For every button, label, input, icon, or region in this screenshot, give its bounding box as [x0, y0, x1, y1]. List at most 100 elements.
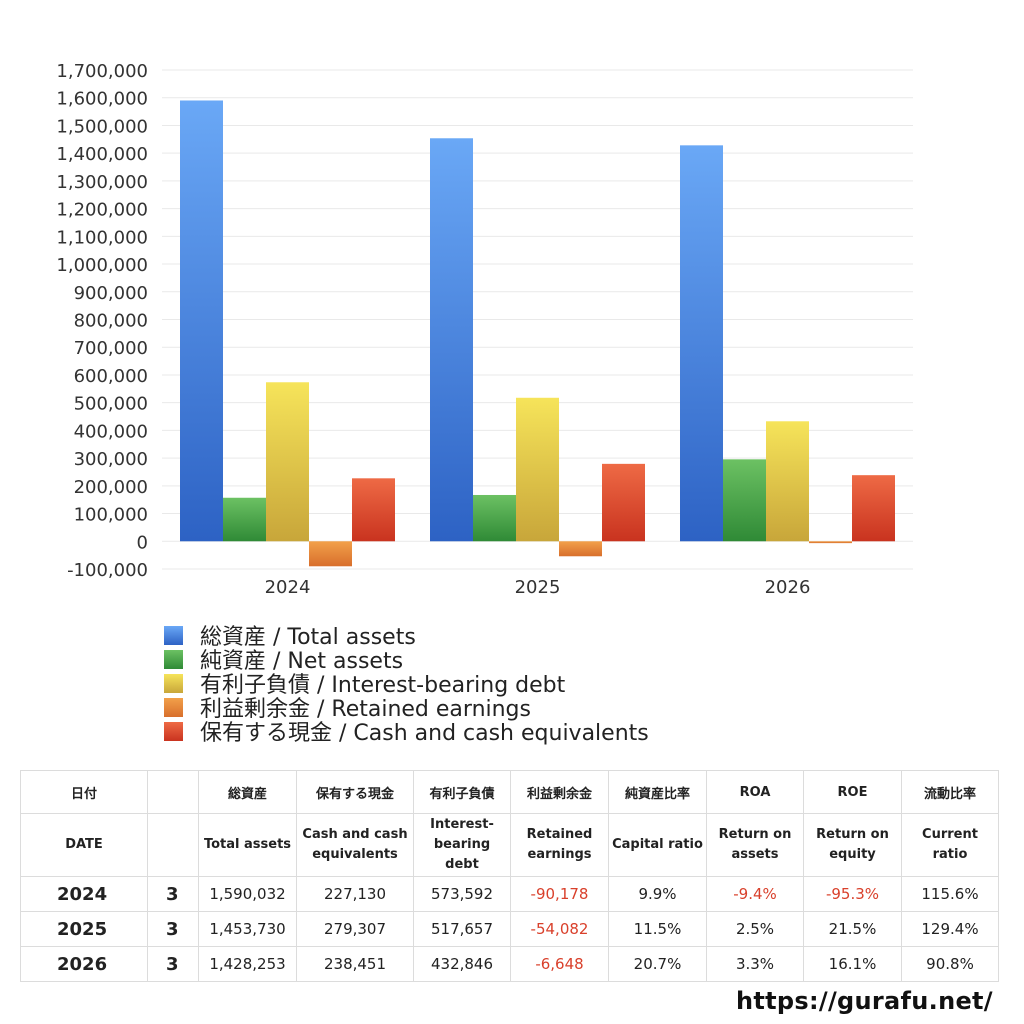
value-cell: 279,307: [296, 911, 414, 947]
bar-net-assets-2024: [223, 497, 266, 542]
table-body: 2024 3 1,590,032 227,130 573,592 -90,178 9.9% -…: [20, 876, 999, 982]
value-cell: 90.8%: [901, 946, 999, 982]
value-cell: 11.5%: [608, 911, 707, 947]
value-cell: 1,453,730: [198, 911, 297, 947]
bar-cash-2026: [852, 475, 895, 542]
quarter-cell: 3: [147, 911, 199, 947]
bar-net-assets-2025: [473, 494, 516, 542]
value-cell: 9.9%: [608, 876, 707, 912]
legend-label: 総資産 / Total assets: [200, 625, 416, 650]
y-tick-label: 1,000,000: [56, 255, 148, 276]
x-axis-ticks: 2024 2025 2026: [265, 577, 811, 598]
y-tick-label: 1,100,000: [56, 227, 148, 248]
legend-label: 純資産 / Net assets: [200, 649, 404, 674]
header-cell-jp: [147, 770, 199, 814]
x-tick-label: 2026: [765, 577, 811, 598]
y-tick-label: 600,000: [74, 366, 148, 387]
y-tick-label: 1,400,000: [56, 144, 148, 165]
legend-item-retained-earnings: 利益剰余金 / Retained earnings: [164, 695, 649, 722]
legend-swatch: [164, 697, 183, 717]
header-cell-en: [147, 813, 199, 877]
header-cell-en: Cash and cash equivalents: [296, 813, 414, 877]
value-cell: 3.3%: [706, 946, 804, 982]
y-tick-label: 500,000: [74, 394, 148, 415]
header-cell-jp: ROA: [706, 770, 804, 814]
value-cell: -9.4%: [706, 876, 804, 912]
y-tick-label: -100,000: [67, 560, 148, 581]
financial-table-container: 日付 総資産 保有する現金 有利子負債 利益剰余金 純資産比率 ROA ROE 流動比率 DAT…: [20, 770, 999, 982]
header-cell-en: Return on assets: [706, 813, 804, 877]
y-tick-label: 800,000: [74, 311, 148, 332]
table-row: 2025 3 1,453,730 279,307 517,657 -54,082 11.5%…: [20, 911, 999, 947]
value-cell: 573,592: [413, 876, 511, 912]
year-cell: 2024: [20, 876, 148, 912]
header-cell-en: Retained earnings: [510, 813, 609, 877]
legend-item-cash: 保有する現金 / Cash and cash equivalents: [164, 719, 649, 746]
bar-interest-bearing-debt-2026: [766, 421, 809, 542]
bar-total-assets-2025: [430, 138, 473, 542]
value-cell: -90,178: [510, 876, 609, 912]
bar-retained-earnings-2024: [309, 541, 352, 567]
financial-table: 日付 総資産 保有する現金 有利子負債 利益剰余金 純資産比率 ROA ROE 流動比率 DAT…: [20, 770, 999, 982]
y-tick-label: 200,000: [74, 477, 148, 498]
header-cell-jp: 保有する現金: [296, 770, 414, 814]
y-tick-label: 400,000: [74, 421, 148, 442]
header-cell-jp: 流動比率: [901, 770, 999, 814]
year-cell: 2026: [20, 946, 148, 982]
bars: [180, 100, 895, 567]
header-cell-en: DATE: [20, 813, 148, 877]
chart-legend: 総資産 / Total assets 純資産 / Net assets 有利子負債 …: [164, 623, 649, 746]
header-cell-jp: 有利子負債: [413, 770, 511, 814]
header-cell-jp: 純資産比率: [608, 770, 707, 814]
year-cell: 2025: [20, 911, 148, 947]
legend-label: 利益剰余金 / Retained earnings: [200, 697, 531, 722]
legend-item-total-assets: 総資産 / Total assets: [164, 623, 649, 650]
value-cell: 115.6%: [901, 876, 999, 912]
legend-item-interest-bearing-debt: 有利子負債 / Interest-bearing debt: [164, 671, 649, 698]
value-cell: 517,657: [413, 911, 511, 947]
bar-retained-earnings-2025: [559, 541, 602, 557]
value-cell: 432,846: [413, 946, 511, 982]
header-cell-en: Capital ratio: [608, 813, 707, 877]
bar-total-assets-2024: [180, 100, 223, 542]
table-row: 2024 3 1,590,032 227,130 573,592 -90,178 9.9% -…: [20, 876, 999, 912]
bar-net-assets-2026: [723, 459, 766, 542]
legend-label: 保有する現金 / Cash and cash equivalents: [200, 721, 649, 746]
value-cell: 129.4%: [901, 911, 999, 947]
header-cell-jp: ROE: [803, 770, 902, 814]
header-cell-en: Current ratio: [901, 813, 999, 877]
table-row: 2026 3 1,428,253 238,451 432,846 -6,648 20.7% 3…: [20, 946, 999, 982]
bar-interest-bearing-debt-2024: [266, 382, 309, 542]
table-header: 日付 総資産 保有する現金 有利子負債 利益剰余金 純資産比率 ROA ROE 流動比率 DAT…: [20, 770, 999, 877]
value-cell: 227,130: [296, 876, 414, 912]
y-tick-label: 1,500,000: [56, 116, 148, 137]
bar-cash-2024: [352, 478, 395, 542]
header-row-japanese: 日付 総資産 保有する現金 有利子負債 利益剰余金 純資産比率 ROA ROE 流動比率: [20, 770, 999, 814]
header-cell-en: Interest-bearing debt: [413, 813, 511, 877]
y-tick-label: 900,000: [74, 283, 148, 304]
bar-cash-2025: [602, 463, 645, 542]
y-tick-label: 300,000: [74, 449, 148, 470]
bar-total-assets-2026: [680, 145, 723, 542]
y-tick-label: 700,000: [74, 338, 148, 359]
y-tick-label: 1,600,000: [56, 89, 148, 110]
value-cell: -6,648: [510, 946, 609, 982]
value-cell: 2.5%: [706, 911, 804, 947]
y-tick-label: 1,300,000: [56, 172, 148, 193]
header-cell-jp: 総資産: [198, 770, 297, 814]
legend-item-net-assets: 純資産 / Net assets: [164, 647, 649, 674]
value-cell: -54,082: [510, 911, 609, 947]
y-tick-label: 100,000: [74, 505, 148, 526]
legend-swatch: [164, 673, 183, 693]
legend-label: 有利子負債 / Interest-bearing debt: [200, 673, 566, 698]
y-tick-label: 0: [137, 532, 148, 553]
quarter-cell: 3: [147, 876, 199, 912]
quarter-cell: 3: [147, 946, 199, 982]
x-tick-label: 2025: [515, 577, 561, 598]
x-tick-label: 2024: [265, 577, 311, 598]
y-tick-label: 1,200,000: [56, 200, 148, 221]
value-cell: 238,451: [296, 946, 414, 982]
legend-swatch: [164, 649, 183, 669]
legend-swatch: [164, 721, 183, 741]
header-cell-jp: 利益剰余金: [510, 770, 609, 814]
